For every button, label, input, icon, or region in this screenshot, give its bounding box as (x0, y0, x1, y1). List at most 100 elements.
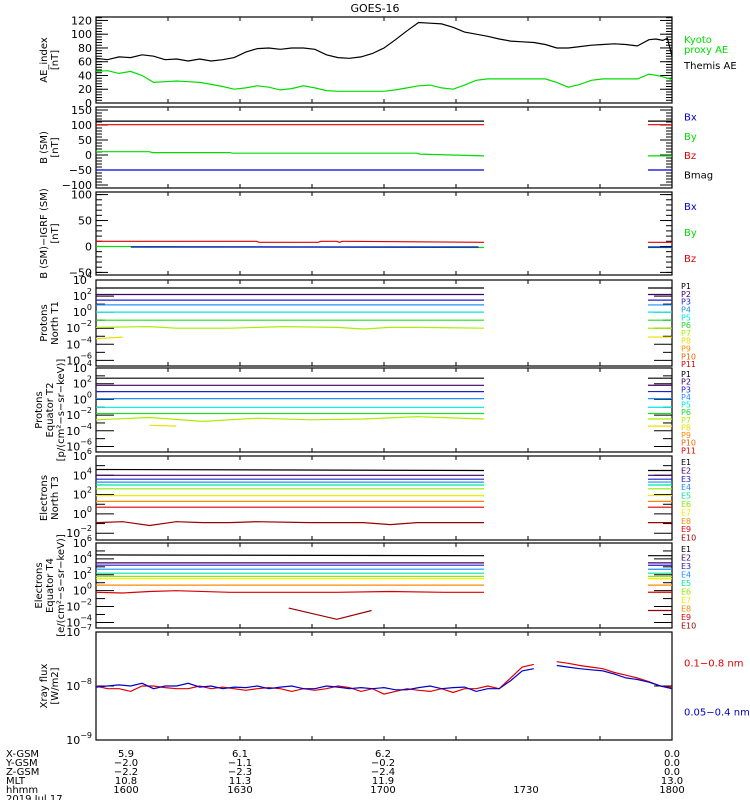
y-tick-label: 10−9 (66, 731, 92, 747)
y-tick-exponent: 0 (87, 390, 92, 399)
y-tick-label: 20 (78, 83, 92, 96)
legend: 0.1−0.8 nm 0.05−0.4 nm (684, 658, 750, 718)
y-tick-label: 0 (85, 97, 92, 110)
y-axis-label: B (SM)−IGRF (SM) (39, 188, 50, 279)
y-axis-label: Xray flux (39, 664, 50, 709)
legend-item: E4 (681, 571, 691, 580)
y-tick-label: −100 (62, 179, 92, 192)
legend-item: P9 (681, 345, 691, 354)
x-axis-row-label: MLT (6, 776, 26, 787)
series-kyoto-proxy-ae (95, 70, 673, 92)
legend-item: Themis AE (683, 61, 737, 72)
x-axis-value: 11.3 (229, 776, 251, 787)
legend-item: P1 (681, 370, 691, 379)
series-e9 (95, 590, 484, 594)
y-axis-label: North T3 (50, 476, 61, 520)
y-tick-exponent: 6 (87, 447, 92, 456)
y-tick-exponent: −6 (80, 438, 92, 447)
legend-item: P10 (681, 439, 696, 448)
y-tick-label: 100 (71, 189, 92, 202)
y-axis-label: Protons (39, 304, 50, 341)
y-tick-exponent: −9 (80, 731, 92, 740)
x-axis-value: 1800 (659, 785, 684, 796)
y-tick-exponent: 0 (87, 505, 92, 514)
y-axis-label: Electrons (34, 562, 45, 608)
legend-item: proxy AE (684, 45, 728, 56)
x-axis-value: 11.9 (372, 776, 394, 787)
series-p8 (95, 336, 123, 340)
date-label: 2019 Jul 17 (6, 794, 63, 800)
y-tick-exponent: 2 (87, 486, 92, 495)
x-axis-row-label: hhmm (6, 785, 38, 796)
x-axis-value: −2.2 (114, 767, 138, 778)
x-axis-value: 5.9 (118, 749, 134, 760)
legend-item: E6 (681, 500, 691, 509)
legend-item: E7 (681, 508, 691, 517)
legend: Bx By Bz Bmag (684, 113, 713, 182)
y-tick-label: 106 (73, 447, 92, 463)
y-tick-label: 50 (78, 134, 92, 147)
y-tick-exponent: 4 (87, 550, 92, 559)
legend-item: By (684, 228, 697, 239)
y-tick-exponent: 6 (87, 534, 92, 543)
y-tick-label: 102 (73, 566, 92, 582)
y-tick-exponent: −2 (80, 524, 92, 533)
y-tick-exponent: 4 (87, 466, 92, 475)
x-axis-value: 10.8 (115, 776, 137, 787)
panel-frame (95, 279, 673, 367)
y-tick-label: 10−2 (66, 319, 92, 335)
legend-item: E7 (681, 596, 691, 605)
legend-item: E8 (681, 517, 691, 526)
y-axis-label: North T1 (50, 301, 61, 345)
series-0-1-0-8-nm (95, 661, 673, 695)
panel-frame (95, 455, 673, 541)
y-tick-label: 100 (73, 582, 92, 598)
y-tick-label: 60 (78, 56, 92, 69)
series-p8 (149, 424, 177, 427)
panel-b_minus_igrf: −50 0 50 100 B (SM)−IGRF (SM) [nT] Bx By Bz (39, 188, 697, 279)
legend-item: P3 (681, 385, 691, 394)
y-tick-label: 104 (73, 550, 92, 566)
legend-item: P7 (681, 416, 691, 425)
y-axis-label: [nT] (50, 223, 61, 243)
legend-item: P8 (681, 337, 691, 346)
y-tick-label: 102 (73, 287, 92, 303)
x-axis-value: −2.4 (371, 767, 395, 778)
legend-item: E10 (681, 622, 696, 631)
legend-item: P7 (681, 329, 691, 338)
y-tick-label: 102 (73, 375, 92, 391)
legend-item: P4 (681, 393, 691, 402)
series-e10 (95, 521, 484, 527)
legend-item: P5 (681, 401, 691, 410)
x-axis-value: 6.2 (375, 749, 391, 760)
legend-item: P6 (681, 321, 691, 330)
y-tick-exponent: 0 (87, 303, 92, 312)
y-axis-label: [e/(cm²−s−sr−keV)] (56, 534, 67, 637)
y-axis-label: [nT] (50, 137, 61, 157)
y-tick-exponent: 2 (87, 287, 92, 296)
x-axis-value: 0.0 (664, 767, 680, 778)
y-tick-label: 80 (78, 42, 92, 55)
y-tick-label: 100 (73, 303, 92, 319)
series-e1 (95, 468, 485, 472)
legend-item: E1 (681, 545, 691, 554)
y-tick-label: 104 (73, 359, 92, 375)
series-themis-ae (95, 21, 673, 62)
y-tick-label: 0 (85, 149, 92, 162)
legend-item: E4 (681, 483, 691, 492)
legend-item: Bx (684, 202, 697, 213)
x-axis-value: −0.2 (371, 758, 395, 769)
y-tick-label: 150 (71, 104, 92, 117)
y-tick-exponent: −7 (80, 623, 92, 632)
y-tick-label: 106 (73, 534, 92, 550)
legend-item: Bz (684, 254, 696, 265)
panel-frame (95, 191, 673, 276)
legend-item: E9 (681, 525, 691, 534)
y-tick-exponent: 2 (87, 566, 92, 575)
y-tick-label: −50 (69, 266, 92, 279)
